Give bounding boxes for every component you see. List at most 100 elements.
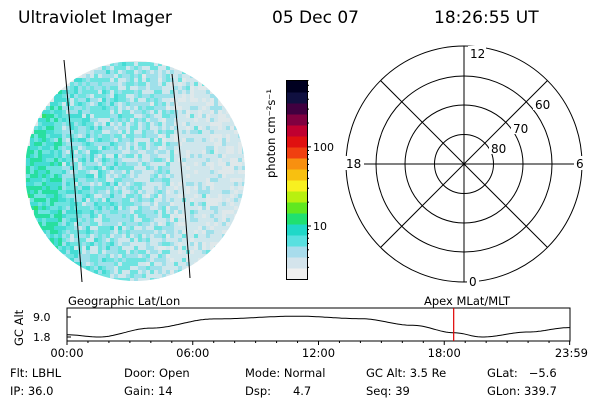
- uv-pixel: [178, 274, 182, 278]
- uv-pixel: [190, 202, 194, 206]
- uv-pixel: [230, 218, 234, 222]
- uv-pixel: [62, 170, 66, 174]
- uv-pixel: [198, 194, 202, 198]
- uv-pixel: [58, 142, 62, 146]
- uv-pixel: [138, 222, 142, 226]
- uv-pixel: [70, 98, 74, 102]
- uv-pixel: [130, 90, 134, 94]
- uv-pixel: [98, 218, 102, 222]
- colorbar-band: [287, 169, 307, 181]
- uv-pixel: [166, 254, 170, 258]
- uv-pixel: [158, 258, 162, 262]
- uv-pixel: [126, 122, 130, 126]
- uv-pixel: [146, 158, 150, 162]
- uv-pixel: [90, 174, 94, 178]
- uv-pixel: [182, 74, 186, 78]
- timeline-left-label: Geographic Lat/Lon: [68, 294, 181, 308]
- uv-pixel: [190, 166, 194, 170]
- uv-pixel: [114, 270, 118, 274]
- uv-pixel: [222, 142, 226, 146]
- uv-pixel: [162, 226, 166, 230]
- uv-pixel: [98, 134, 102, 138]
- uv-pixel: [206, 202, 210, 206]
- uv-pixel: [106, 214, 110, 218]
- uv-pixel: [70, 182, 74, 186]
- uv-pixel: [174, 222, 178, 226]
- uv-pixel: [58, 110, 62, 114]
- uv-pixel: [190, 262, 194, 266]
- uv-pixel: [42, 194, 46, 198]
- uv-pixel: [158, 214, 162, 218]
- uv-pixel: [98, 126, 102, 130]
- uv-pixel: [102, 174, 106, 178]
- uv-pixel: [146, 122, 150, 126]
- uv-pixel: [82, 262, 86, 266]
- uv-pixel: [50, 178, 54, 182]
- uv-pixel: [214, 142, 218, 146]
- uv-pixel: [214, 182, 218, 186]
- uv-pixel: [70, 170, 74, 174]
- uv-pixel: [38, 190, 42, 194]
- uv-pixel: [102, 90, 106, 94]
- uv-pixel: [42, 158, 46, 162]
- uv-pixel: [146, 62, 150, 66]
- uv-pixel: [210, 206, 214, 210]
- uv-pixel: [46, 170, 50, 174]
- uv-pixel: [126, 198, 130, 202]
- uv-pixel: [226, 214, 230, 218]
- uv-pixel: [94, 270, 98, 274]
- uv-pixel: [186, 210, 190, 214]
- uv-pixel: [158, 210, 162, 214]
- uv-pixel: [178, 134, 182, 138]
- uv-pixel: [170, 78, 174, 82]
- uv-pixel: [122, 134, 126, 138]
- uv-pixel: [106, 146, 110, 150]
- uv-pixel: [110, 182, 114, 186]
- uv-pixel: [50, 154, 54, 158]
- uv-pixel: [158, 70, 162, 74]
- uv-pixel: [186, 190, 190, 194]
- uv-pixel: [190, 154, 194, 158]
- uv-pixel: [138, 102, 142, 106]
- timeline-right-label: Apex MLat/MLT: [424, 294, 511, 308]
- uv-pixel: [138, 94, 142, 98]
- uv-pixel: [150, 142, 154, 146]
- uv-pixel: [106, 102, 110, 106]
- uv-pixel: [126, 150, 130, 154]
- uv-pixel: [86, 130, 90, 134]
- uv-pixel: [26, 194, 30, 198]
- uv-pixel: [166, 150, 170, 154]
- uv-pixel: [186, 218, 190, 222]
- uv-pixel: [150, 254, 154, 258]
- uv-pixel: [158, 262, 162, 266]
- uv-pixel: [126, 66, 130, 70]
- uv-pixel: [182, 262, 186, 266]
- uv-pixel: [26, 158, 30, 162]
- uv-pixel: [130, 162, 134, 166]
- uv-pixel: [114, 198, 118, 202]
- uv-pixel: [206, 118, 210, 122]
- uv-pixel: [226, 166, 230, 170]
- uv-pixel: [110, 218, 114, 222]
- uv-pixel: [34, 138, 38, 142]
- uv-pixel: [26, 182, 30, 186]
- uv-pixel: [170, 178, 174, 182]
- uv-pixel: [202, 182, 206, 186]
- uv-pixel: [42, 198, 46, 202]
- uv-pixel: [142, 62, 146, 66]
- uv-pixel: [50, 214, 54, 218]
- uv-pixel: [134, 130, 138, 134]
- uv-pixel: [194, 266, 198, 270]
- uv-pixel: [78, 202, 82, 206]
- uv-pixel: [78, 78, 82, 82]
- uv-pixel: [210, 106, 214, 110]
- uv-pixel: [78, 142, 82, 146]
- uv-pixel: [102, 250, 106, 254]
- uv-pixel: [226, 146, 230, 150]
- uv-pixel: [106, 70, 110, 74]
- uv-pixel: [110, 266, 114, 270]
- uv-pixel: [126, 158, 130, 162]
- uv-pixel: [42, 202, 46, 206]
- uv-pixel: [58, 226, 62, 230]
- uv-pixel: [230, 198, 234, 202]
